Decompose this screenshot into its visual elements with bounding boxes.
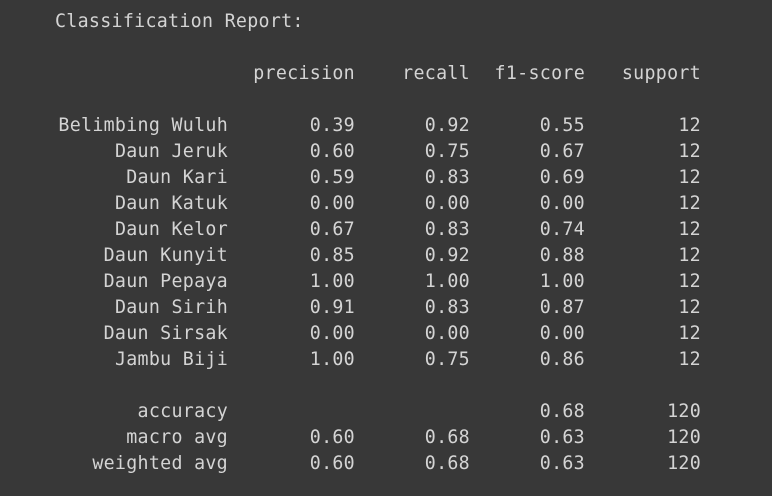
header-support: support: [621, 63, 701, 84]
row-precision: 0.85: [309, 245, 355, 266]
header-f1-score: f1-score: [494, 63, 585, 84]
summary-row-accuracy: accuracy 0.68 120: [0, 399, 772, 425]
table-row: Daun Kunyit 0.85 0.92 0.88 12: [0, 243, 772, 269]
row-support: 12: [678, 141, 701, 162]
row-label: Daun Kunyit: [103, 245, 228, 266]
row-f1-score: 0.88: [539, 245, 585, 266]
row-support: 12: [678, 297, 701, 318]
row-recall: 0.00: [424, 323, 470, 344]
table-row: Belimbing Wuluh 0.39 0.92 0.55 12: [0, 113, 772, 139]
row-recall: 0.83: [424, 167, 470, 188]
summary-f1-score: 0.63: [539, 427, 585, 448]
row-label: Daun Sirsak: [103, 323, 228, 344]
row-precision: 0.91: [309, 297, 355, 318]
row-recall: 0.00: [424, 193, 470, 214]
row-label: Daun Sirih: [114, 297, 228, 318]
summary-label: accuracy: [137, 401, 228, 422]
row-f1-score: 0.87: [539, 297, 585, 318]
row-support: 12: [678, 323, 701, 344]
header-row: precision recall f1-score support: [0, 61, 772, 87]
summary-support: 120: [667, 427, 701, 448]
summary-f1-score: 0.68: [539, 401, 585, 422]
summary-support: 120: [667, 453, 701, 474]
table-row: Daun Kari 0.59 0.83 0.69 12: [0, 165, 772, 191]
row-f1-score: 0.55: [539, 115, 585, 136]
row-support: 12: [678, 219, 701, 240]
row-precision: 0.60: [309, 141, 355, 162]
summary-support: 120: [667, 401, 701, 422]
row-recall: 0.83: [424, 219, 470, 240]
summary-recall: 0.68: [424, 427, 470, 448]
summary-f1-score: 0.63: [539, 453, 585, 474]
summary-row-weighted-avg: weighted avg 0.60 0.68 0.63 120: [0, 451, 772, 477]
row-f1-score: 0.00: [539, 323, 585, 344]
row-recall: 0.83: [424, 297, 470, 318]
row-f1-score: 0.86: [539, 349, 585, 370]
report-title: Classification Report:: [55, 11, 304, 32]
row-support: 12: [678, 349, 701, 370]
summary-label: macro avg: [126, 427, 228, 448]
row-f1-score: 1.00: [539, 271, 585, 292]
row-precision: 1.00: [309, 271, 355, 292]
table-row: Daun Jeruk 0.60 0.75 0.67 12: [0, 139, 772, 165]
row-f1-score: 0.67: [539, 141, 585, 162]
row-precision: 0.59: [309, 167, 355, 188]
header-recall: recall: [402, 63, 470, 84]
row-support: 12: [678, 193, 701, 214]
row-recall: 0.92: [424, 245, 470, 266]
row-precision: 0.39: [309, 115, 355, 136]
table-row: Daun Sirsak 0.00 0.00 0.00 12: [0, 321, 772, 347]
row-recall: 1.00: [424, 271, 470, 292]
summary-label: weighted avg: [92, 453, 228, 474]
row-f1-score: 0.69: [539, 167, 585, 188]
row-support: 12: [678, 271, 701, 292]
row-label: Daun Kari: [126, 167, 228, 188]
table-row: Daun Sirih 0.91 0.83 0.87 12: [0, 295, 772, 321]
summary-precision: 0.60: [309, 427, 355, 448]
table-row: Jambu Biji 1.00 0.75 0.86 12: [0, 347, 772, 373]
row-f1-score: 0.00: [539, 193, 585, 214]
row-recall: 0.75: [424, 349, 470, 370]
row-label: Daun Katuk: [114, 193, 228, 214]
row-recall: 0.75: [424, 141, 470, 162]
row-label: Daun Kelor: [114, 219, 228, 240]
summary-recall: 0.68: [424, 453, 470, 474]
header-precision: precision: [253, 63, 355, 84]
row-support: 12: [678, 167, 701, 188]
table-row: Daun Pepaya 1.00 1.00 1.00 12: [0, 269, 772, 295]
row-support: 12: [678, 115, 701, 136]
table-row: Daun Katuk 0.00 0.00 0.00 12: [0, 191, 772, 217]
row-precision: 0.00: [309, 193, 355, 214]
summary-precision: 0.60: [309, 453, 355, 474]
row-precision: 0.00: [309, 323, 355, 344]
row-label: Daun Jeruk: [114, 141, 228, 162]
row-precision: 0.67: [309, 219, 355, 240]
row-f1-score: 0.74: [539, 219, 585, 240]
row-label: Daun Pepaya: [103, 271, 228, 292]
row-label: Jambu Biji: [114, 349, 228, 370]
table-row: Daun Kelor 0.67 0.83 0.74 12: [0, 217, 772, 243]
summary-row-macro-avg: macro avg 0.60 0.68 0.63 120: [0, 425, 772, 451]
row-support: 12: [678, 245, 701, 266]
row-recall: 0.92: [424, 115, 470, 136]
row-label: Belimbing Wuluh: [58, 115, 228, 136]
row-precision: 1.00: [309, 349, 355, 370]
